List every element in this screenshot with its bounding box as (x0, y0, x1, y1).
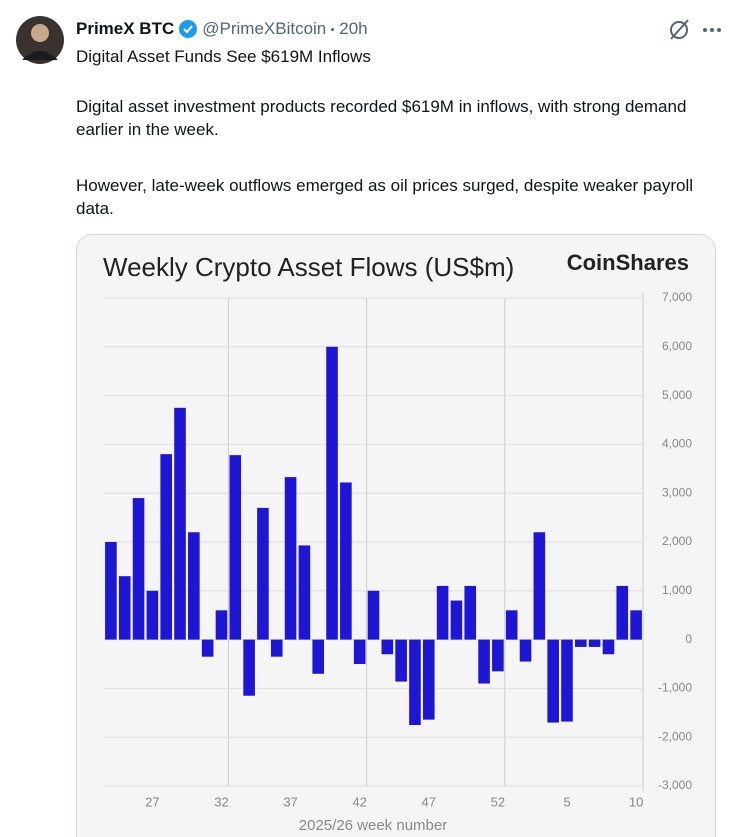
bar (118, 576, 131, 640)
bar (519, 639, 532, 662)
x-tick-label: 27 (145, 794, 159, 809)
bar (146, 590, 159, 640)
bar (588, 639, 601, 647)
y-tick-label: 4,000 (662, 437, 692, 451)
y-tick-label: 2,000 (662, 534, 692, 548)
media-card[interactable] (76, 234, 716, 837)
bar (409, 639, 421, 725)
bar (422, 639, 435, 720)
verified-badge (179, 20, 198, 38)
y-tick-label: 5,000 (662, 388, 692, 402)
bar (492, 639, 504, 672)
separator (331, 27, 335, 31)
avatar-face (31, 24, 49, 42)
tweet-paragraph: Digital asset investment products record… (76, 97, 687, 139)
y-tick-label: -3,000 (658, 778, 692, 792)
bar (188, 532, 200, 640)
bar (312, 639, 325, 674)
bar (298, 545, 311, 640)
bar (561, 639, 573, 722)
x-tick-label: 32 (214, 794, 228, 809)
x-tick-label: 5 (563, 794, 570, 809)
tweet-header: PrimeX BTC @PrimeXBitcoin 20h (76, 19, 368, 39)
y-tick-label: -1,000 (658, 681, 692, 695)
bar (105, 542, 117, 640)
bar (326, 346, 338, 640)
bar (602, 639, 615, 655)
author-handle[interactable]: @PrimeXBitcoin (202, 19, 327, 38)
x-tick-label: 37 (283, 794, 297, 809)
chart-title: Weekly Crypto Asset Flows (US$m) (103, 252, 514, 282)
x-axis-label: 2025/26 week number (299, 817, 447, 834)
bar (547, 639, 559, 723)
more-button[interactable] (703, 28, 721, 32)
bar (174, 407, 186, 640)
bar (450, 600, 463, 640)
bar (340, 482, 352, 640)
bar (201, 639, 214, 657)
x-tick-label: 47 (422, 794, 436, 809)
avatar-body (22, 51, 58, 60)
y-tick-label: 0 (685, 632, 692, 646)
author-name[interactable]: PrimeX BTC (76, 19, 175, 38)
bar (132, 498, 145, 640)
bar (215, 610, 228, 640)
bar (243, 639, 255, 696)
tweet-paragraph: However, late-week outflows emerged as o… (76, 176, 694, 218)
x-tick-label: 52 (491, 794, 505, 809)
bar (367, 590, 380, 640)
x-tick-label: 10 (629, 794, 643, 809)
bar (229, 455, 242, 640)
bar (533, 532, 546, 640)
bar (284, 477, 297, 640)
x-tick-label: 42 (352, 794, 366, 809)
bar (616, 585, 629, 640)
bar (270, 639, 283, 657)
tweet-headline: Digital Asset Funds See $619M Inflows (76, 47, 371, 66)
y-tick-label: 7,000 (662, 290, 692, 304)
chart-logo: CoinShares (567, 250, 689, 275)
bar (160, 454, 172, 640)
bar (630, 610, 642, 640)
bar (478, 639, 490, 684)
bar (575, 639, 587, 647)
bar (381, 639, 394, 655)
timestamp[interactable]: 20h (339, 19, 368, 38)
bar (257, 507, 269, 640)
bar (505, 610, 518, 640)
grok-icon[interactable] (670, 19, 689, 40)
bar (353, 639, 366, 664)
y-tick-label: 1,000 (662, 583, 692, 597)
y-tick-label: 3,000 (662, 485, 692, 499)
bar (395, 639, 407, 682)
bar (464, 585, 477, 640)
y-tick-label: 6,000 (662, 339, 692, 353)
y-tick-label: -2,000 (658, 729, 692, 743)
bar (436, 585, 449, 640)
